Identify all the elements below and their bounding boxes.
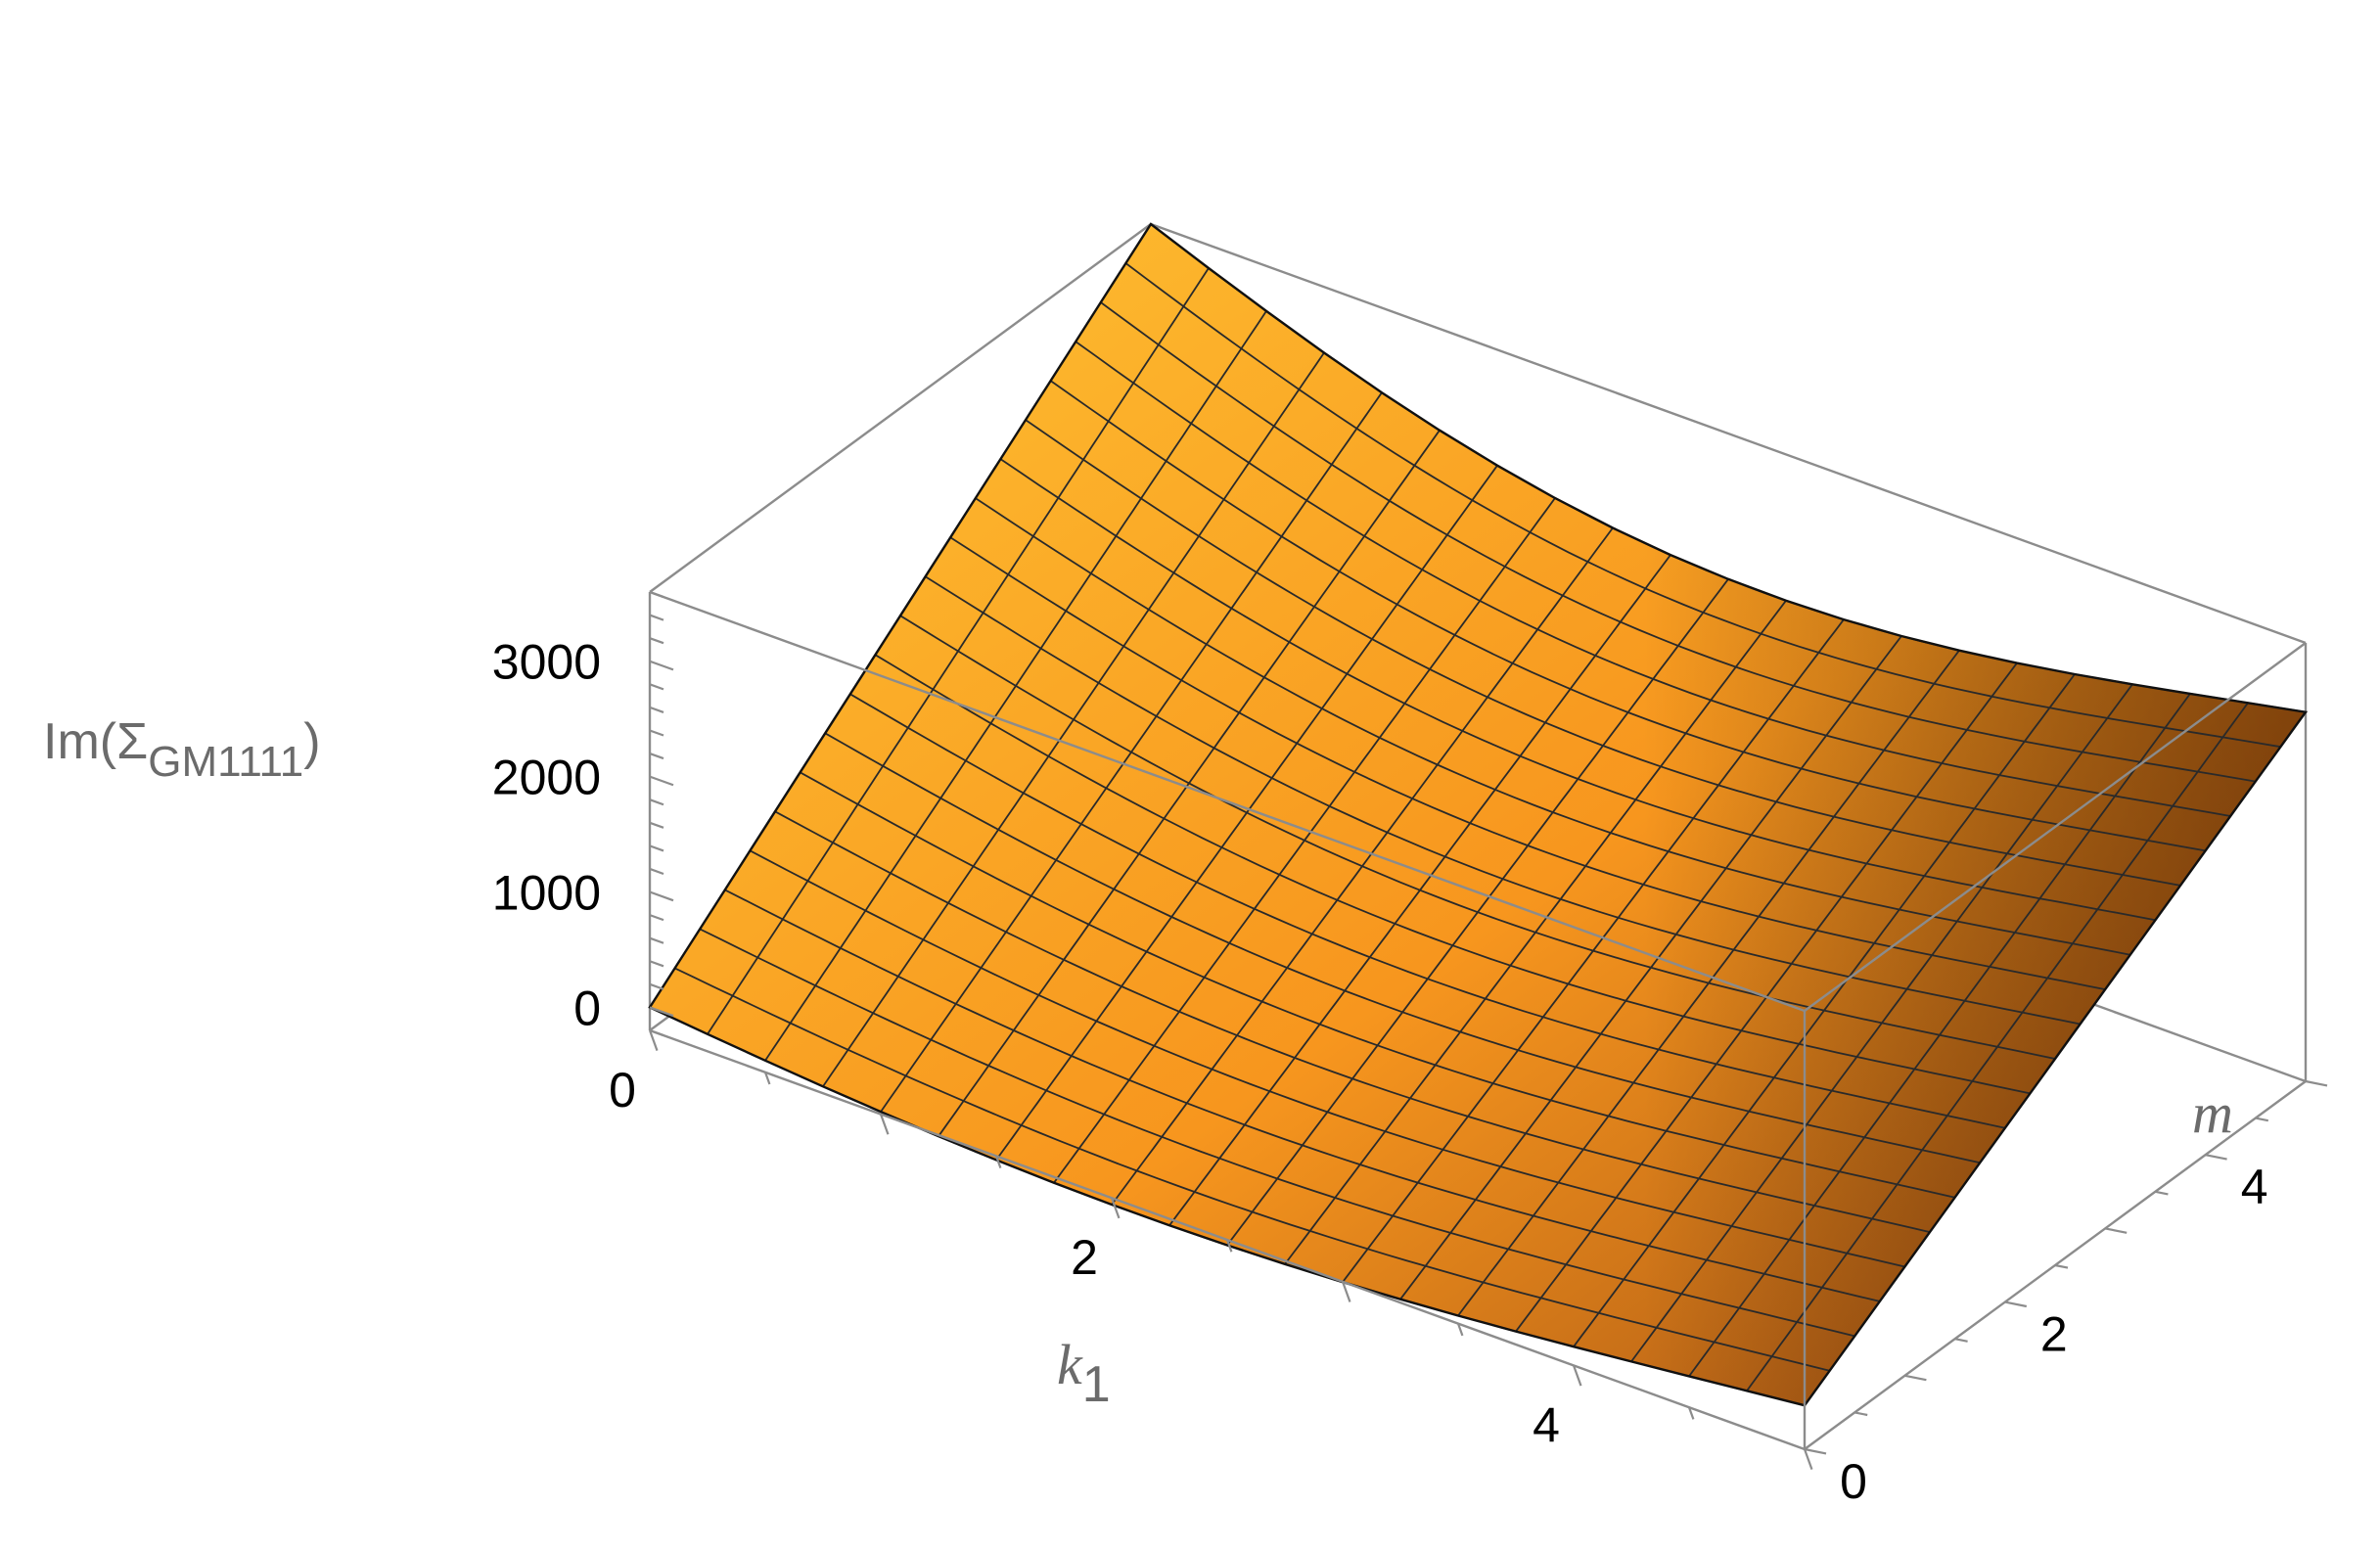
surface-edge	[648, 222, 2309, 1407]
mesh-line-m-19	[1124, 262, 2281, 749]
z-tick-16	[649, 660, 674, 671]
z-tick-8	[649, 844, 664, 852]
mesh-line-m-9	[874, 654, 2031, 1095]
mesh-line-m-15	[1025, 419, 2181, 887]
z-tick-7	[649, 867, 664, 876]
mesh-line-m-8	[849, 693, 2005, 1129]
x-tick-label-1: 2	[1071, 1230, 1098, 1285]
x-tick-label-0: 0	[609, 1063, 636, 1118]
mesh-line-m-16	[1050, 380, 2206, 852]
y-axis-label: m	[2192, 1081, 2233, 1145]
z-tick-19	[649, 590, 664, 599]
z-axis: 0 1000 2000 3000	[492, 590, 674, 1037]
y-tick-label-2: 4	[2241, 1160, 2268, 1214]
x-tick-label-2: 4	[1533, 1397, 1560, 1452]
mesh-line-m-17	[1075, 341, 2231, 817]
z-axis-label-suffix: )	[303, 713, 320, 770]
y-tick-4	[2004, 1300, 2028, 1308]
x-tick-4	[1110, 1197, 1121, 1219]
z-axis-label-subscript: GM1111	[148, 738, 303, 786]
box-front-edge-3	[649, 590, 1806, 1013]
z-tick-18	[649, 614, 664, 621]
mesh-line-m-1	[674, 967, 1830, 1372]
mesh-line-m-11	[925, 575, 2081, 1026]
box-back-edge-0	[649, 223, 1152, 593]
surface	[648, 222, 2309, 1407]
y-tick-1	[1854, 1411, 1868, 1417]
x-tick-10	[1803, 1448, 1813, 1471]
z-tick-0	[649, 1028, 664, 1037]
z-tick-14	[649, 706, 664, 713]
y-tick-10	[2305, 1079, 2328, 1087]
mesh-line-m-18	[1100, 301, 2256, 783]
box-front-edge-4	[1804, 642, 2307, 1012]
z-tick-6	[649, 890, 674, 902]
mesh-line-m-5	[774, 810, 1931, 1233]
mesh-line-m-6	[800, 771, 1955, 1199]
z-tick-13	[649, 729, 664, 737]
z-tick-3	[649, 960, 664, 968]
y-tick-label-1: 2	[2040, 1307, 2068, 1362]
y-tick-7	[2155, 1190, 2169, 1196]
mesh-line-m-4	[749, 849, 1905, 1268]
y-axis: 0 2 4	[1804, 1079, 2328, 1509]
surface-shading	[650, 224, 2306, 1406]
z-axis-label-prefix: Im(Σ	[43, 713, 148, 770]
z-tick-4	[649, 936, 664, 944]
z-axis-label: Im(ΣGM1111)	[43, 713, 321, 786]
y-tick-2	[1904, 1374, 1927, 1382]
z-tick-5	[649, 914, 664, 922]
y-tick-label-0: 0	[1840, 1454, 1867, 1509]
z-tick-label-3: 3000	[492, 635, 601, 690]
y-tick-0	[1804, 1447, 1827, 1455]
x-tick-1	[763, 1072, 771, 1085]
box-back-edge-1	[1150, 222, 2307, 645]
x-axis-label: k1	[1057, 1333, 1111, 1413]
mesh-line-m-14	[999, 458, 2156, 922]
x-tick-0	[648, 1029, 659, 1052]
y-tick-5	[2054, 1263, 2069, 1269]
z-tick-label-2: 2000	[492, 751, 601, 805]
mesh-line-m-2	[699, 928, 1855, 1338]
x-tick-8	[1572, 1365, 1582, 1387]
x-tick-9	[1687, 1406, 1695, 1420]
z-tick-label-1: 1000	[492, 866, 601, 921]
z-tick-15	[649, 683, 664, 691]
z-tick-17	[649, 637, 664, 645]
z-tick-2	[649, 982, 664, 990]
mesh-line-m-3	[724, 889, 1881, 1302]
y-tick-8	[2205, 1154, 2227, 1161]
z-tick-9	[649, 821, 664, 829]
x-tick-2	[879, 1114, 890, 1135]
z-tick-1	[649, 1006, 674, 1018]
x-axis: 0 2 4	[609, 1029, 1813, 1471]
y-tick-9	[2255, 1117, 2269, 1122]
mesh-line-m-13	[975, 497, 2130, 956]
x-axis-label-subscript: 1	[1082, 1356, 1111, 1413]
mesh-line-m-7	[824, 732, 1981, 1164]
x-tick-7	[1456, 1323, 1464, 1337]
z-tick-10	[649, 798, 664, 806]
x-tick-3	[994, 1156, 1002, 1168]
z-tick-label-0: 0	[573, 981, 601, 1035]
z-tick-12	[649, 753, 664, 760]
x-tick-6	[1341, 1281, 1351, 1302]
y-tick-3	[1954, 1338, 1968, 1343]
x-tick-5	[1225, 1239, 1233, 1253]
mesh-line-m-12	[949, 536, 2106, 990]
z-tick-11	[649, 775, 674, 787]
y-tick-6	[2104, 1227, 2128, 1234]
mesh-line-m-10	[899, 615, 2056, 1060]
